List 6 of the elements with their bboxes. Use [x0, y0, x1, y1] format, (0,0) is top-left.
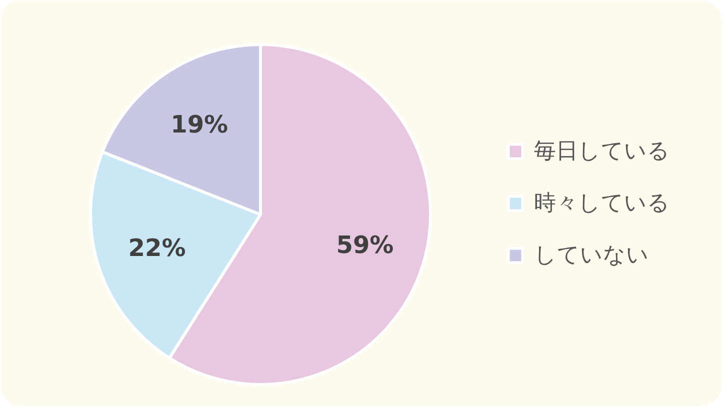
data-label: 22% — [128, 234, 186, 262]
legend-label: 時々している — [534, 190, 670, 218]
legend-label: 毎日している — [534, 138, 670, 166]
legend-label: していない — [534, 242, 649, 270]
data-label: 19% — [170, 110, 228, 139]
data-label: 59% — [336, 230, 394, 259]
